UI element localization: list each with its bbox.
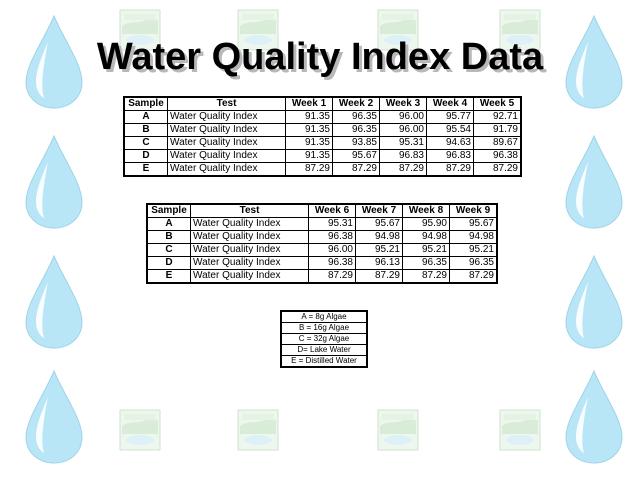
value-cell: 95.21 — [403, 244, 449, 256]
table-header-row: Sample Test Week 6 Week 7 Week 8 Week 9 — [148, 205, 496, 217]
table-row: A Water Quality Index 95.31 95.67 95.90 … — [148, 218, 496, 230]
value-cell: 96.00 — [380, 124, 426, 136]
value-cell: 96.38 — [309, 257, 355, 269]
value-cell: 96.00 — [380, 111, 426, 123]
column-header: Test — [168, 98, 285, 110]
test-cell: Water Quality Index — [168, 111, 285, 123]
value-cell: 96.13 — [356, 257, 402, 269]
table-row: D Water Quality Index 91.35 95.67 96.83 … — [125, 150, 520, 162]
value-cell: 95.77 — [427, 111, 473, 123]
value-cell: 95.21 — [450, 244, 496, 256]
legend-item: A = 8g Algae — [282, 312, 366, 322]
value-cell: 87.29 — [356, 270, 402, 282]
value-cell: 87.29 — [474, 163, 520, 175]
value-cell: 91.35 — [286, 111, 332, 123]
value-cell: 94.98 — [403, 231, 449, 243]
sample-cell: E — [148, 270, 190, 282]
column-header: Test — [191, 205, 308, 217]
test-cell: Water Quality Index — [191, 244, 308, 256]
value-cell: 96.00 — [309, 244, 355, 256]
legend-item: C = 32g Algae — [282, 334, 366, 344]
table-row: E Water Quality Index 87.29 87.29 87.29 … — [125, 163, 520, 175]
value-cell: 87.29 — [286, 163, 332, 175]
value-cell: 96.83 — [380, 150, 426, 162]
sample-cell: C — [148, 244, 190, 256]
sample-cell: B — [125, 124, 167, 136]
column-header: Week 3 — [380, 98, 426, 110]
value-cell: 95.31 — [309, 218, 355, 230]
value-cell: 91.35 — [286, 137, 332, 149]
value-cell: 95.90 — [403, 218, 449, 230]
table-row: B Water Quality Index 96.38 94.98 94.98 … — [148, 231, 496, 243]
sample-cell: D — [125, 150, 167, 162]
value-cell: 89.67 — [474, 137, 520, 149]
column-header: Week 6 — [309, 205, 355, 217]
value-cell: 91.35 — [286, 124, 332, 136]
value-cell: 94.98 — [356, 231, 402, 243]
value-cell: 91.79 — [474, 124, 520, 136]
column-header: Week 2 — [333, 98, 379, 110]
value-cell: 96.35 — [450, 257, 496, 269]
table-row: C Water Quality Index 91.35 93.85 95.31 … — [125, 137, 520, 149]
test-cell: Water Quality Index — [191, 231, 308, 243]
legend-item: E = Distilled Water — [282, 356, 366, 366]
value-cell: 87.29 — [427, 163, 473, 175]
sample-cell: D — [148, 257, 190, 269]
test-cell: Water Quality Index — [168, 163, 285, 175]
test-cell: Water Quality Index — [168, 150, 285, 162]
table-row: A Water Quality Index 91.35 96.35 96.00 … — [125, 111, 520, 123]
value-cell: 92.71 — [474, 111, 520, 123]
weeks-1-5-table: Sample Test Week 1 Week 2 Week 3 Week 4 … — [123, 96, 522, 177]
column-header: Week 9 — [450, 205, 496, 217]
test-cell: Water Quality Index — [168, 137, 285, 149]
table-row: B Water Quality Index 91.35 96.35 96.00 … — [125, 124, 520, 136]
sample-cell: A — [125, 111, 167, 123]
column-header: Sample — [148, 205, 190, 217]
sample-cell: B — [148, 231, 190, 243]
value-cell: 87.29 — [450, 270, 496, 282]
value-cell: 96.35 — [333, 111, 379, 123]
value-cell: 95.31 — [380, 137, 426, 149]
value-cell: 96.38 — [474, 150, 520, 162]
value-cell: 93.85 — [333, 137, 379, 149]
sample-cell: C — [125, 137, 167, 149]
column-header: Week 8 — [403, 205, 449, 217]
column-header: Week 4 — [427, 98, 473, 110]
table-row: D Water Quality Index 96.38 96.13 96.35 … — [148, 257, 496, 269]
value-cell: 87.29 — [380, 163, 426, 175]
legend-item: B = 16g Algae — [282, 323, 366, 333]
value-cell: 94.98 — [450, 231, 496, 243]
test-cell: Water Quality Index — [191, 218, 308, 230]
value-cell: 87.29 — [309, 270, 355, 282]
value-cell: 96.83 — [427, 150, 473, 162]
value-cell: 96.35 — [333, 124, 379, 136]
value-cell: 95.54 — [427, 124, 473, 136]
page-title: Water Quality Index Data — [96, 36, 544, 78]
test-cell: Water Quality Index — [191, 270, 308, 282]
value-cell: 96.35 — [403, 257, 449, 269]
test-cell: Water Quality Index — [168, 124, 285, 136]
value-cell: 91.35 — [286, 150, 332, 162]
value-cell: 95.67 — [356, 218, 402, 230]
value-cell: 94.63 — [427, 137, 473, 149]
column-header: Week 5 — [474, 98, 520, 110]
value-cell: 96.38 — [309, 231, 355, 243]
value-cell: 95.67 — [450, 218, 496, 230]
value-cell: 95.21 — [356, 244, 402, 256]
test-cell: Water Quality Index — [191, 257, 308, 269]
sample-cell: A — [148, 218, 190, 230]
value-cell: 87.29 — [403, 270, 449, 282]
value-cell: 87.29 — [333, 163, 379, 175]
value-cell: 95.67 — [333, 150, 379, 162]
table-row: C Water Quality Index 96.00 95.21 95.21 … — [148, 244, 496, 256]
legend-item: D= Lake Water — [282, 345, 366, 355]
table-row: E Water Quality Index 87.29 87.29 87.29 … — [148, 270, 496, 282]
column-header: Week 1 — [286, 98, 332, 110]
sample-legend: A = 8g Algae B = 16g Algae C = 32g Algae… — [280, 310, 368, 368]
weeks-6-9-table: Sample Test Week 6 Week 7 Week 8 Week 9 … — [146, 203, 498, 284]
sample-cell: E — [125, 163, 167, 175]
column-header: Sample — [125, 98, 167, 110]
table-header-row: Sample Test Week 1 Week 2 Week 3 Week 4 … — [125, 98, 520, 110]
column-header: Week 7 — [356, 205, 402, 217]
